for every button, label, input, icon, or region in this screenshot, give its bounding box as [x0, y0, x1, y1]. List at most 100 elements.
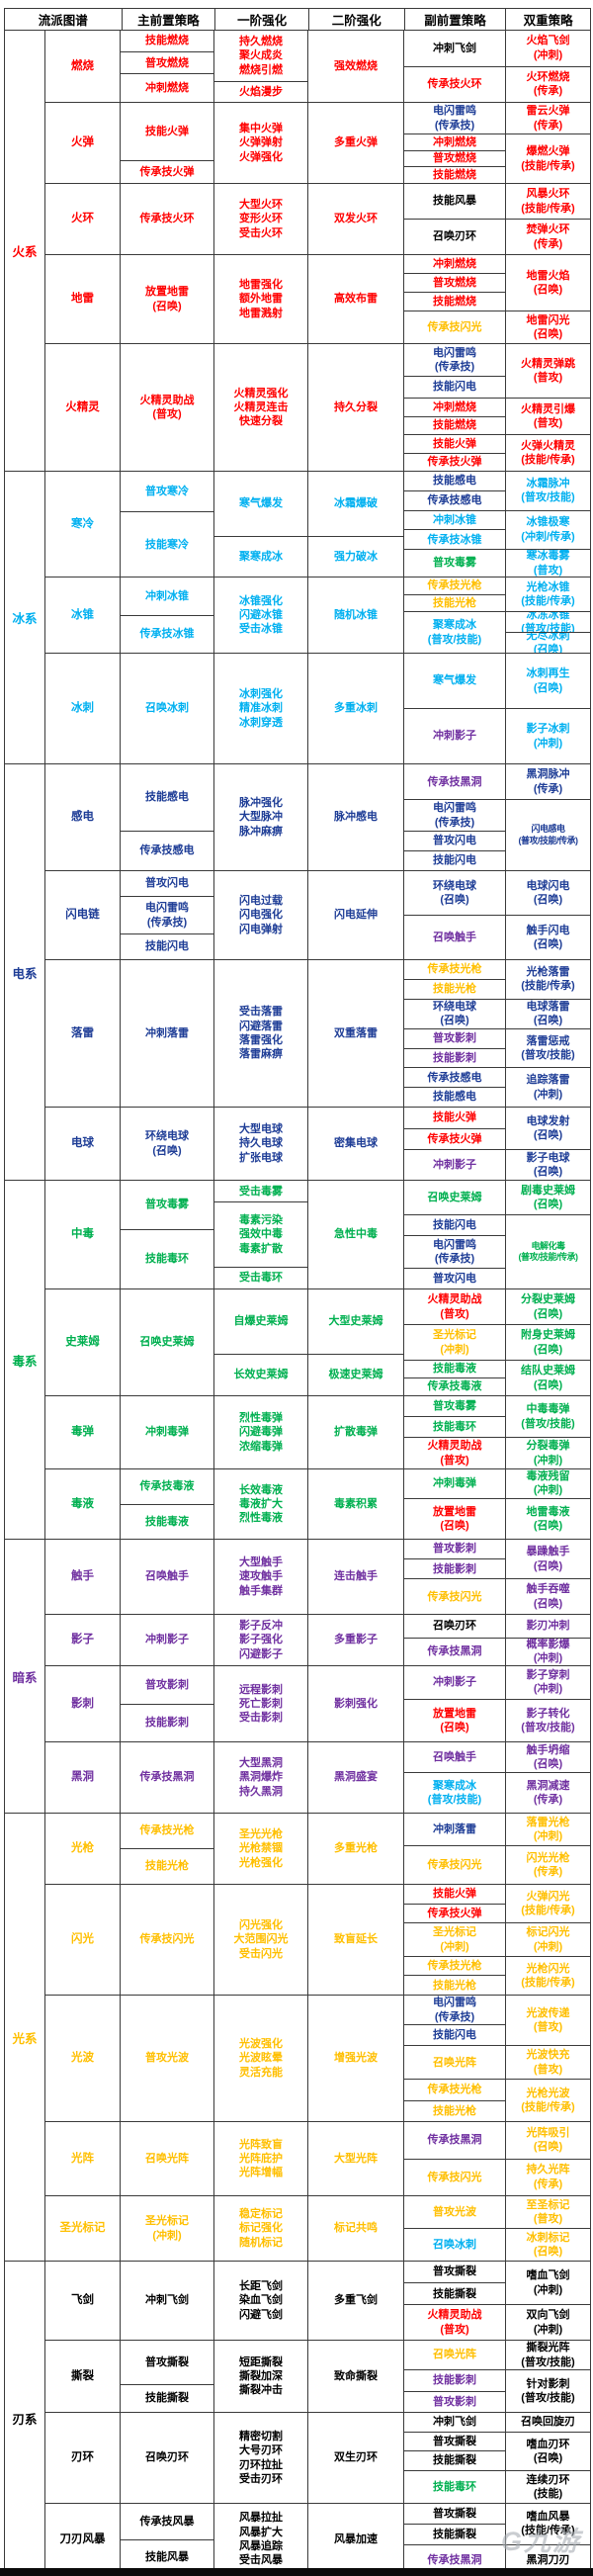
dual-strategy-cell: 黑洞刀刃	[526, 2553, 570, 2566]
dual-strategy-cell-column: 触手闪电 (召唤)	[506, 916, 590, 959]
combo-pair-row: 冲刺飞剑 召唤回旋刃	[404, 2413, 590, 2433]
pre-strategy-cell: 传承技火弹	[427, 456, 482, 469]
main-strategy-cell: 技能毒液	[145, 1515, 189, 1528]
combo-pairs: 冲刺影子 影子穿刺 (冲刺) 放置地雷 (召唤) 影子转化 (普攻/技能)	[404, 1666, 590, 1741]
combo-pair-row: 普攻影刺 技能影刺 落雷惩戒 (普攻/技能)	[404, 1028, 590, 1069]
build-name: 影刺	[45, 1666, 121, 1741]
build-name: 黑洞	[45, 1742, 121, 1813]
main-strategy-cell-column: 传承技光枪 技能光枪	[121, 1814, 214, 1884]
dual-strategy-cell: 电球发射 (召唤)	[526, 1114, 570, 1142]
dual-strategy-cell: 火精灵弹跳 (普攻)	[521, 357, 575, 384]
dual-strategy-cell: 毒液残留 (冲刺)	[526, 1470, 570, 1497]
dual-strategy-cell-column: 风暴火环 (技能/传承)	[506, 184, 590, 219]
main-strategy-cell: 火精灵助战 (普攻)	[139, 394, 195, 420]
tier2-cell-column: 大型史莱姆 极速史莱姆	[308, 1289, 404, 1395]
pre-strategy-cell-column: 寒气爆发	[404, 654, 506, 708]
tier2-cell: 冰霜爆破	[308, 472, 403, 537]
build-name: 闪电链	[45, 871, 121, 959]
combo-pair-row: 召唤光阵 光波快充 (普攻)	[404, 2046, 590, 2081]
pre-strategy-cell: 技能闪电	[404, 1215, 505, 1237]
element-label: 毒系	[5, 1181, 45, 1539]
pre-strategy-cell-column: 召唤刃环	[404, 1615, 506, 1638]
tier1-cell: 精密切割 大号刃环 刃环拉扯 受击刃环	[239, 2430, 283, 2485]
build-row: 影刺 普攻影刺 技能影刺 远程影刺 死亡影刺 受击影刺 影刺强化 冲刺影子 影子穿刺 (冲刺…	[45, 1666, 590, 1742]
dual-strategy-cell-column: 召唤回旋刃	[506, 2413, 590, 2432]
dual-strategy-cell: 地雷火焰 (召唤)	[526, 269, 570, 297]
pre-strategy-cell-column: 传承技闪光	[404, 1845, 506, 1884]
pre-strategy-cell: 圣光标记 (冲刺)	[433, 1926, 476, 1953]
combo-pairs: 技能感电 传承技感电 冰霜脉冲 (普攻/技能) 冲刺冰锥 传承技冰锥 冰锥极寒 (冲刺/传…	[404, 472, 590, 577]
pre-strategy-cell: 技能毒液	[404, 1361, 505, 1378]
tier2-cell: 大型光阵	[334, 2152, 378, 2165]
pre-strategy-cell: 召唤光阵	[433, 2056, 476, 2069]
tier2-cell-column: 闪电延伸	[308, 871, 404, 959]
dual-strategy-cell-column: 焚弹火环 (传承)	[506, 220, 590, 254]
build-name: 光枪	[45, 1814, 121, 1884]
main-strategy-cell: 技能感电	[121, 764, 213, 832]
tier1-cell: 烈性毒弹 闪避毒弹 浓缩毒弹	[239, 1412, 283, 1453]
pre-strategy-cell: 冲刺冰锥	[404, 511, 505, 531]
tier1-cell: 长效史莱姆	[233, 1369, 289, 1381]
main-strategy-cell: 技能闪电	[145, 940, 189, 953]
pre-strategy-cell: 冲刺影子	[433, 1676, 476, 1689]
main-strategy-cell: 传承技火弹	[139, 165, 195, 178]
dual-strategy-cell: 火弹火精灵 (技能/传承)	[521, 439, 575, 466]
combo-pair-row: 火精灵助战 (普攻) 分裂史莱姆 (召唤)	[404, 1289, 590, 1325]
build-row: 落雷 冲刺落雷 受击落雷 闪避落雷 落雷强化 落雷麻痹 双重落雷 传承技光枪 技能光枪 光枪…	[45, 960, 590, 1108]
main-strategy-cell: 普攻毒雾	[121, 1181, 213, 1231]
tier2-cell-column: 致命撕裂	[308, 2341, 404, 2412]
pre-strategy-cell-column: 冲刺影子	[404, 1666, 506, 1699]
dual-strategy-cell: 光枪光波 (技能/传承)	[521, 2087, 575, 2114]
combo-pair-row: 传承技光枪 技能光枪 光枪冰锥 (技能/传承)	[404, 577, 590, 613]
combo-pairs: 普攻撕裂 技能撕裂 嗜血风暴 (技能/传承) 传承技黑洞 黑洞刀刃	[404, 2504, 590, 2575]
pre-strategy-cell-column: 火精灵助战 (普攻)	[404, 1289, 506, 1324]
tier2-cell-column: 影刺强化	[308, 1666, 404, 1741]
dual-strategy-cell: 地雷毒液 (召唤)	[526, 1505, 570, 1532]
dual-strategy-cell-column: 光波传递 (普攻)	[506, 1996, 590, 2045]
tier2-cell: 多重影子	[334, 1634, 378, 1646]
pre-strategy-cell: 普攻闪电	[404, 832, 505, 851]
main-strategy-cell-column: 技能感电 传承技感电	[121, 764, 214, 870]
dual-strategy-cell: 嗜血风暴 (技能/传承)	[521, 2510, 575, 2537]
tier1-cell-column: 精密切割 大号刃环 刃环拉扯 受击刃环	[214, 2413, 308, 2503]
dual-strategy-cell-column: 影子转化 (普攻/技能)	[506, 1700, 590, 1741]
main-strategy-cell: 环绕电球 (召唤)	[145, 1130, 189, 1157]
tier2-cell: 多重火弹	[334, 136, 378, 149]
combo-pair-row: 技能火弹 传承技火弹 火弹火精灵 (技能/传承)	[404, 435, 590, 471]
pre-strategy-cell-column: 冲刺燃烧 普攻燃烧 技能燃烧	[404, 134, 506, 183]
build-name: 落雷	[45, 960, 121, 1107]
builds-wrap: 触手 召唤触手 大型触手 速攻触手 触手集群 连击触手 普攻影刺 技能影刺 暴躁触手 (召唤…	[45, 1540, 590, 1813]
dual-strategy-cell: 风暴火环 (技能/传承)	[521, 188, 575, 215]
build-name: 寒冷	[45, 472, 121, 577]
main-strategy-cell-column: 冲刺落雷	[121, 960, 214, 1107]
main-strategy-cell-column: 圣光标记 (冲刺)	[121, 2196, 214, 2261]
dual-strategy-cell-column: 火弹闪光 (技能/传承)	[506, 1885, 590, 1922]
main-strategy-cell-column: 普攻影刺 技能影刺	[121, 1666, 214, 1741]
element-label: 电系	[5, 764, 45, 1180]
dual-strategy-cell-column: 黑洞脉冲 (传承)	[506, 764, 590, 799]
tier2-cell: 随机冰锥	[334, 608, 378, 621]
build-row: 刀刃风暴 传承技风暴 技能风暴 风暴拉扯 风暴扩大 风暴追踪 受击风暴 风暴加速 普攻撕裂…	[45, 2504, 590, 2575]
pre-strategy-cell-column: 召唤触手	[404, 916, 506, 959]
tier2-cell-column: 标记共鸣	[308, 2196, 404, 2261]
column-header: 二阶强化	[309, 9, 405, 30]
dual-strategy-cell: 结队史莱姆 (召唤)	[521, 1365, 575, 1391]
main-strategy-cell: 冲刺飞剑	[145, 2294, 189, 2307]
tier1-cell: 寒气爆发	[214, 472, 307, 537]
build-row: 火精灵 火精灵助战 (普攻) 火精灵强化 火精灵连击 快速分裂 持久分裂 电闪雷鸣 (传…	[45, 344, 590, 471]
combo-pairs: 普攻影刺 技能影刺 暴躁触手 (召唤) 传承技闪光 触手吞噬 (召唤)	[404, 1540, 590, 1614]
pre-strategy-cell: 聚寒成冰 (普攻/技能)	[427, 619, 482, 646]
build-row: 火环 传承技火环 大型火环 变形火环 受击火环 双发火环 技能风暴 风暴火环 (技能/传承…	[45, 184, 590, 255]
combo-pairs: 电闪雷鸣 (传承技) 技能闪电 光波传递 (普攻) 召唤光阵 光波快充 (普攻) 传承技光…	[404, 1996, 590, 2121]
pre-strategy-cell-column: 传承技光枪 技能光枪	[404, 2080, 506, 2121]
pre-strategy-cell: 普攻撕裂	[404, 2262, 505, 2284]
combo-pair-row: 冲刺落雷 落雷光枪 (冲刺)	[404, 1814, 590, 1846]
pre-strategy-cell: 冲刺燃烧	[404, 399, 505, 417]
dual-strategy-cell-column: 影子穿刺 (冲刺)	[506, 1666, 590, 1699]
pre-strategy-cell: 普攻毒雾	[433, 557, 476, 570]
dual-strategy-cell: 影子转化 (普攻/技能)	[521, 1707, 575, 1733]
pre-strategy-cell-column: 放置地雷 (召唤)	[404, 1699, 506, 1741]
main-strategy-cell-column: 传承技闪光	[121, 1885, 214, 1995]
combo-pair-row: 技能火弹 传承技火弹 电球发射 (召唤)	[404, 1108, 590, 1151]
